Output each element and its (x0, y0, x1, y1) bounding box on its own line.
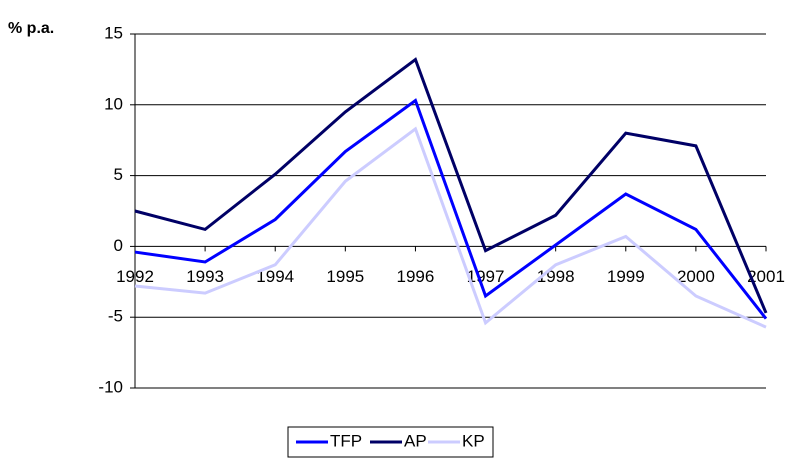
legend-label: TFP (330, 431, 362, 450)
series-line (134, 98, 768, 320)
series-line (134, 126, 767, 329)
y-tick-label: 5 (114, 165, 123, 184)
x-tick-label: 1993 (186, 267, 224, 286)
legend-label: AP (404, 431, 427, 450)
x-tick-label: 1996 (397, 267, 435, 286)
x-tick-label: 2000 (677, 267, 715, 286)
x-tick-label: 1992 (116, 267, 154, 286)
x-tick-label: 1994 (256, 267, 294, 286)
x-tick-label: 1999 (607, 267, 645, 286)
y-tick-label: -5 (108, 307, 123, 326)
series-line (134, 57, 768, 314)
x-tick-label: 2001 (747, 267, 785, 286)
legend-label: KP (462, 431, 485, 450)
y-tick-label: 10 (104, 94, 123, 113)
x-tick-label: 1995 (326, 267, 364, 286)
y-axis-label: % p.a. (8, 20, 54, 37)
y-tick-label: 0 (114, 236, 123, 255)
y-tick-label: -10 (98, 377, 123, 396)
y-tick-label: 15 (104, 23, 123, 42)
